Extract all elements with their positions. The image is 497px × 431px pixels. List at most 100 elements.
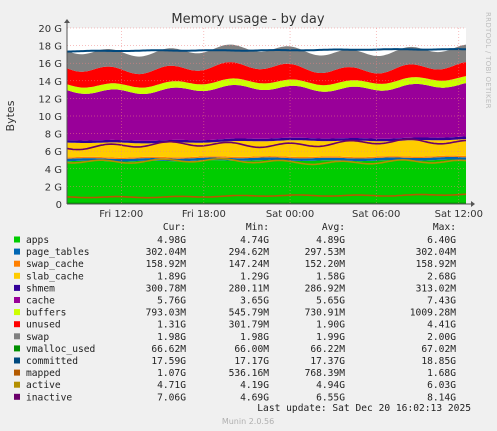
legend-value: 302.04M xyxy=(416,247,457,258)
legend-value: 1.89G xyxy=(157,271,186,282)
y-tick-label: 16 G xyxy=(38,59,62,70)
legend-value: 6.55G xyxy=(316,392,345,403)
legend-value: 4.74G xyxy=(240,235,269,246)
legend-swatch xyxy=(14,393,20,400)
legend-label: cache xyxy=(26,296,55,307)
legend-value: 793.03M xyxy=(146,308,187,319)
legend-value: 536.16M xyxy=(229,368,270,379)
legend: Cur: Min: Avg: Max: apps 4.98G 4.74G 4.89G 6.40G… xyxy=(14,222,456,403)
y-tick-label: 10 G xyxy=(38,112,62,123)
y-tick-label: 6 G xyxy=(45,147,62,158)
legend-value: 17.17G xyxy=(234,356,269,367)
legend-header: Cur: xyxy=(163,222,186,233)
area-buffers xyxy=(67,76,466,94)
y-tick-label: 18 G xyxy=(38,42,62,53)
area-swap xyxy=(67,44,466,75)
chart-title: Memory usage - by day xyxy=(171,12,324,27)
legend-value: 1.99G xyxy=(316,332,345,343)
line-active xyxy=(67,157,466,166)
y-axis-label: Bytes xyxy=(4,100,17,131)
y-tick-label: 4 G xyxy=(45,165,62,176)
area-cache xyxy=(67,83,466,141)
area-slab-cache xyxy=(67,139,466,158)
legend-value: 1.58G xyxy=(316,271,345,282)
x-axis-arrow xyxy=(471,201,475,207)
legend-swatch xyxy=(14,248,20,255)
legend-header: Avg: xyxy=(322,222,345,233)
legend-value: 66.00M xyxy=(234,344,269,355)
legend-value: 4.71G xyxy=(157,380,186,391)
area-swap-cache xyxy=(67,155,466,159)
y-tick-label: 0 xyxy=(56,200,62,211)
legend-label: shmem xyxy=(26,283,55,294)
legend-value: 302.04M xyxy=(146,247,187,258)
legend-value: 768.39M xyxy=(305,368,346,379)
y-tick-label: 20 G xyxy=(38,24,62,35)
y-tick-labels: 0 2 G 4 G 6 G 8 G 10 G 12 G 14 G 16 G 18 G 20 G xyxy=(38,24,62,211)
legend-value: 67.02M xyxy=(421,344,456,355)
legend-value: 4.69G xyxy=(240,392,269,403)
legend-value: 297.53M xyxy=(305,247,346,258)
legend-value: 1.68G xyxy=(427,368,456,379)
y-tick-label: 14 G xyxy=(38,77,62,88)
legend-swatch xyxy=(14,369,20,376)
legend-value: 6.03G xyxy=(427,380,456,391)
x-tick-label: Fri 18:00 xyxy=(182,209,226,220)
legend-value: 1.29G xyxy=(240,271,269,282)
legend-value: 6.40G xyxy=(427,235,456,246)
line-mapped xyxy=(67,193,466,199)
legend-value: 147.24M xyxy=(229,259,270,270)
legend-value: 158.92M xyxy=(146,259,187,270)
x-tick-label: Sat 12:00 xyxy=(435,209,483,220)
legend-header: Min: xyxy=(246,222,269,233)
legend-value: 66.62M xyxy=(151,344,186,355)
legend-swatch xyxy=(14,272,20,279)
legend-value: 2.00G xyxy=(427,332,456,343)
legend-value: 4.19G xyxy=(240,380,269,391)
y-tick-label: 2 G xyxy=(45,182,62,193)
area-unused xyxy=(67,62,466,88)
legend-value: 8.14G xyxy=(427,392,456,403)
legend-value: 730.91M xyxy=(305,308,346,319)
legend-swatch xyxy=(14,297,20,303)
axes xyxy=(64,19,475,207)
legend-value: 4.94G xyxy=(316,380,345,391)
stacked-areas xyxy=(67,44,466,204)
legend-value: 2.68G xyxy=(427,271,456,282)
legend-value: 7.43G xyxy=(427,296,456,307)
legend-value: 301.79M xyxy=(229,320,270,331)
legend-label: swap_cache xyxy=(26,259,84,270)
legend-value: 280.11M xyxy=(229,283,270,294)
legend-swatch xyxy=(14,236,20,243)
legend-swatch xyxy=(14,284,20,291)
legend-swatch xyxy=(14,333,20,340)
munin-version: Munin 2.0.56 xyxy=(222,417,274,426)
legend-value: 300.78M xyxy=(146,283,187,294)
x-tick-label: Sat 06:00 xyxy=(352,209,400,220)
legend-value: 294.62M xyxy=(229,247,270,258)
legend-value: 3.65G xyxy=(240,296,269,307)
y-tick-label: 12 G xyxy=(38,94,62,105)
legend-value: 4.41G xyxy=(427,320,456,331)
legend-value: 545.79M xyxy=(229,308,270,319)
legend-value: 18.85G xyxy=(421,356,456,367)
legend-value: 17.59G xyxy=(151,356,186,367)
legend-label: apps xyxy=(26,235,49,246)
legend-value: 7.06G xyxy=(157,392,186,403)
legend-swatch xyxy=(14,345,20,352)
legend-value: 313.02M xyxy=(416,283,457,294)
legend-value: 1.90G xyxy=(316,320,345,331)
legend-value: 1009.28M xyxy=(410,308,456,319)
line-series xyxy=(67,48,466,204)
y-axis-arrow xyxy=(64,19,70,23)
legend-value: 5.65G xyxy=(316,296,345,307)
area-page-tables xyxy=(67,156,466,162)
legend-label: committed xyxy=(26,356,78,367)
legend-label: page_tables xyxy=(26,247,90,258)
legend-label: active xyxy=(26,380,61,391)
grid xyxy=(67,27,466,204)
legend-label: unused xyxy=(26,320,61,331)
last-update: Last update: Sat Dec 20 16:02:13 2025 xyxy=(257,403,471,414)
legend-value: 158.92M xyxy=(416,259,457,270)
